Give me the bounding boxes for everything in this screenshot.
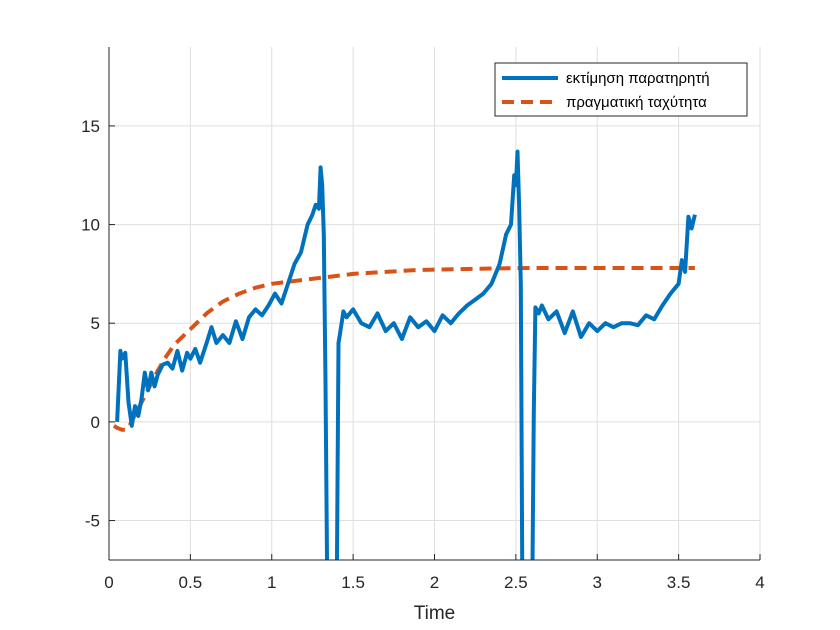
- y-tick-label-4: 15: [81, 117, 100, 136]
- tick-labels: 0 0.5 1 1.5 2 2.5 3 3.5 4 -5 0 5 10 15: [81, 117, 765, 592]
- legend-label-actual-speed: πραγματική ταχύτητα: [566, 94, 707, 111]
- x-tick-label-4: 2: [430, 573, 439, 592]
- x-tick-label-7: 3.5: [667, 573, 691, 592]
- series-group: [112, 149, 697, 560]
- y-tick-label-2: 5: [91, 314, 100, 333]
- x-tick-label-2: 1: [267, 573, 276, 592]
- y-tick-label-1: 0: [91, 413, 100, 432]
- legend-label-observer-estimate: εκτίμηση παρατηρητή: [566, 70, 710, 87]
- x-tick-label-6: 3: [593, 573, 602, 592]
- x-tick-label-8: 4: [755, 573, 764, 592]
- legend-box: [494, 62, 748, 117]
- y-tick-label-3: 10: [81, 216, 100, 235]
- series-line-0: [115, 149, 697, 560]
- x-tick-label-5: 2.5: [504, 573, 528, 592]
- grid: [108, 47, 761, 560]
- legend: εκτίμηση παρατηρητή πραγματική ταχύτητα: [494, 62, 748, 117]
- x-tick-label-3: 1.5: [341, 573, 365, 592]
- y-tick-label-0: -5: [85, 512, 100, 531]
- x-axis-label: Time: [414, 603, 456, 624]
- x-tick-label-1: 0.5: [179, 573, 203, 592]
- x-tick-label-0: 0: [104, 573, 113, 592]
- axes: [108, 47, 761, 561]
